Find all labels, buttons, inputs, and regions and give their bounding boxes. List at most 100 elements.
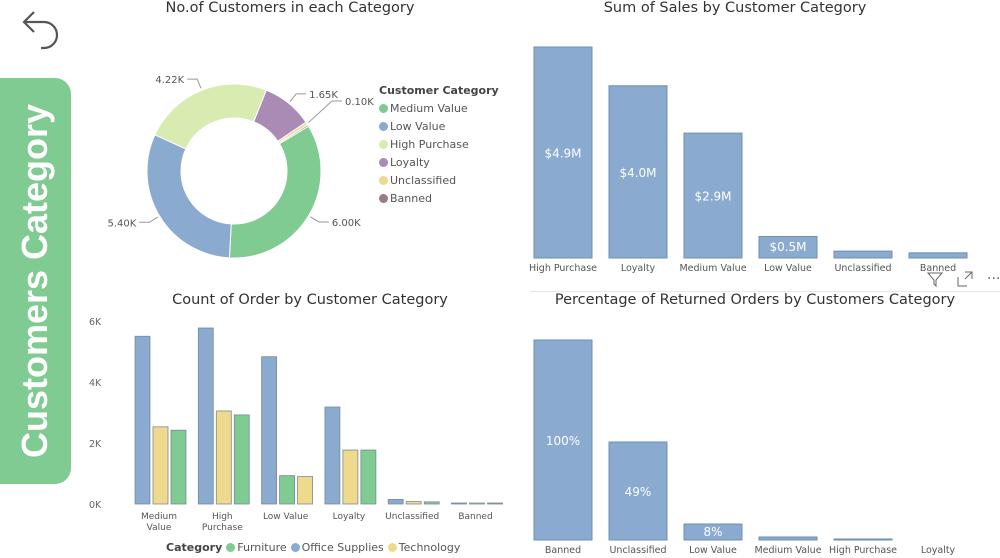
back-button[interactable] [14,6,64,56]
x-tick-label: High Purchase [529,263,597,274]
x-tick-label: Unclassified [385,512,439,522]
bar-high-purchase[interactable] [533,46,593,259]
legend-dot [379,176,388,185]
legend-label: Loyalty [390,156,430,169]
bar-banned-furniture[interactable] [487,502,503,505]
legend-label: Unclassified [390,174,457,187]
donut-data-label: 5.40K [107,218,136,229]
legend-label: High Purchase [390,138,469,151]
legend-dot [379,104,388,113]
divider [530,291,1000,292]
leader-line [308,100,342,123]
bar-low-value[interactable] [758,235,818,259]
donut-data-label: 1.65K [309,90,338,101]
legend-title: Category [166,541,223,554]
bar-unclassified[interactable] [833,250,893,259]
donut-chart[interactable]: 6.00K 5.40K 4.22K 1.65K 0.10K [90,30,380,260]
bar-low-value-furniture[interactable] [279,475,296,505]
returns-chart[interactable]: Banned 100% Unclassified 49% Low Value 8% Medi… [520,320,990,558]
legend-item-unclassified[interactable]: Unclassified [379,174,499,187]
bar-data-label: $4.0M [619,166,656,180]
legend-label: Low Value [390,120,446,133]
bar-loyalty-office-supplies[interactable] [324,406,341,505]
legend-label: Office Supplies [301,541,384,554]
bar-medium-value[interactable] [758,536,818,541]
legend-item-banned[interactable]: Banned [379,192,499,205]
bar-low-value[interactable] [683,523,743,541]
visual-header: ··· [926,271,1000,291]
bar-unclassified[interactable] [608,441,668,541]
bar-loyalty-technology[interactable] [342,449,359,505]
legend-dot [290,543,300,552]
filter-icon[interactable] [926,271,944,291]
donut-slice-high-purchase[interactable] [154,83,267,150]
legend-label: Medium Value [390,102,468,115]
donut-slice-medium-value[interactable] [228,125,322,259]
legend-item-high-purchase[interactable]: High Purchase [379,138,499,151]
legend-label: Technology [398,541,461,554]
bar-unclassified-office-supplies[interactable] [387,499,404,505]
legend-item-medium-value[interactable]: Medium Value [379,102,499,115]
legend-title: Customer Category [379,84,499,97]
x-tick-label: Loyalty [921,545,956,556]
legend-dot [387,543,397,552]
legend-item-furniture[interactable]: Furniture [226,541,287,554]
bar-banned-technology[interactable] [469,502,485,505]
donut-data-label: 4.22K [155,75,184,86]
x-tick-label: High Purchase [829,545,897,556]
y-tick-label: 4K [89,378,102,389]
donut-slice-banned[interactable] [278,124,310,145]
y-tick-label: 0K [89,500,102,511]
x-tick-label: Banned [920,263,956,274]
x-tick-label: High [212,512,233,522]
orders-legend: Category Furniture Office Supplies Technol… [166,541,460,554]
x-tick-label: Value [147,523,172,533]
bar-low-value-technology[interactable] [297,476,314,505]
legend-dot [379,140,388,149]
donut-data-label: 6.00K [332,218,361,229]
bar-medium-value-furniture[interactable] [170,429,187,505]
x-tick-label: Unclassified [609,545,666,556]
legend-item-loyalty[interactable]: Loyalty [379,156,499,169]
bar-medium-value[interactable] [683,132,743,259]
legend-item-technology[interactable]: Technology [387,541,461,554]
legend-dot [379,194,388,203]
focus-mode-icon[interactable] [957,271,973,291]
bar-unclassified-furniture[interactable] [423,501,440,505]
legend-item-office-supplies[interactable]: Office Supplies [290,541,384,554]
bar-banned[interactable] [533,339,593,541]
x-tick-label: Unclassified [834,263,891,274]
bar-high-purchase-office-supplies[interactable] [197,327,214,505]
bar-high-purchase[interactable] [833,538,893,541]
undo-arrow-icon [22,11,59,50]
sales-chart[interactable]: High Purchase $4.9M Loyalty $4.0M Medium Val… [520,30,990,280]
donut-data-label: 0.10K [345,97,374,108]
y-tick-label: 2K [89,439,102,450]
donut-slice-low-value[interactable] [146,134,232,259]
bar-medium-value-office-supplies[interactable] [134,335,151,505]
bar-loyalty[interactable] [608,85,668,259]
bar-high-purchase-technology[interactable] [215,410,232,505]
bar-low-value-office-supplies[interactable] [261,356,278,505]
bar-banned[interactable] [908,252,968,259]
bar-data-label: $0.5M [769,240,806,254]
bar-unclassified-technology[interactable] [405,501,422,505]
x-tick-label: Banned [545,545,581,556]
x-tick-label: Medium [141,512,177,522]
legend-item-low-value[interactable]: Low Value [379,120,499,133]
x-tick-label: Banned [458,512,492,522]
bar-banned-office-supplies[interactable] [451,502,467,505]
leader-line [139,216,159,223]
page-banner: Customers Category [0,78,71,484]
bar-high-purchase-furniture[interactable] [233,414,250,505]
bar-loyalty-furniture[interactable] [360,449,377,505]
leader-line [310,216,329,223]
more-options-icon[interactable]: ··· [987,271,1000,287]
x-tick-label: Low Value [689,545,737,556]
bar-medium-value-technology[interactable] [152,426,169,505]
bar-data-label: 100% [546,434,580,448]
donut-title: No.of Customers in each Category [165,0,415,16]
legend-label: Furniture [237,541,287,554]
banner-title: Customers Category [14,103,55,459]
